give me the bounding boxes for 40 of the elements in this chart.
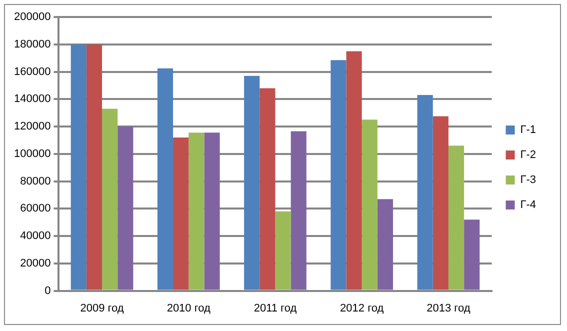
y-tick-label: 160000 [14,66,51,78]
bar [70,44,86,290]
x-tick-label: 2010 год [166,302,211,314]
bar [118,126,134,290]
bar [204,132,220,290]
y-tick-label: 60000 [20,202,51,215]
y-tick-label: 20000 [20,257,51,270]
bar [290,131,306,290]
y-tick-label: 120000 [14,120,51,133]
y-tick-label: 140000 [14,93,51,106]
x-tick-label: 2009 год [80,302,124,314]
x-tick-label: 2011 год [254,302,298,314]
bar [244,76,260,290]
bar [432,116,448,290]
bar [448,146,464,290]
bar [86,44,102,290]
x-tick-label: 2012 год [340,302,384,314]
bar [157,68,174,290]
legend-label: Г-3 [520,174,536,186]
x-tick-label: 2013 год [426,302,471,314]
y-tick-label: 100000 [14,148,51,160]
bar [173,137,189,290]
y-tick-label: 40000 [20,230,51,242]
bar [346,51,362,290]
y-tick-label: 80000 [20,175,51,188]
bar [188,132,204,290]
bar [330,60,346,290]
legend-label: Г-4 [520,199,536,212]
bar [102,108,118,290]
y-tick-label: 200000 [14,11,51,24]
bar [464,220,480,290]
bar [377,199,394,290]
bar [275,211,291,290]
y-tick-label: 0 [44,284,51,297]
bar [260,88,276,290]
legend-label: Г-1 [520,124,536,136]
bar [362,120,378,290]
y-tick-label: 180000 [14,38,51,50]
legend-label: Г-2 [520,149,536,162]
bar [417,95,433,290]
